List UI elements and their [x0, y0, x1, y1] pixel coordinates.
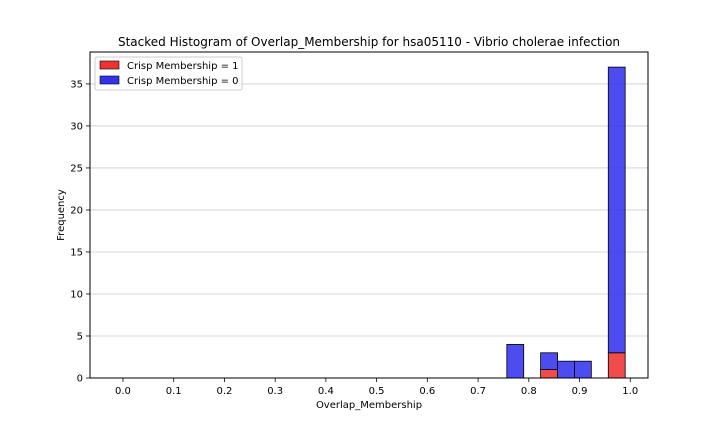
y-axis-ticks: 0 5 10 15 20 25 30 35	[70, 79, 90, 385]
x-tick-label: 0.8	[521, 386, 537, 397]
y-tick-label: 20	[70, 205, 83, 216]
y-tick-label: 25	[70, 163, 83, 174]
bar-crisp-0-bin-6	[607, 66, 626, 354]
grid-lines	[90, 83, 648, 337]
y-axis-label: Frequency	[56, 189, 67, 241]
bar-crisp-0-bin-0	[506, 343, 525, 379]
chart-title: Stacked Histogram of Overlap_Membership …	[118, 35, 620, 49]
plot-area-frame	[89, 51, 649, 379]
legend-swatch-crisp-0	[99, 75, 120, 85]
histogram-bars	[506, 66, 626, 379]
y-tick-label: 15	[70, 247, 83, 258]
bar-crisp-1-bin-6	[607, 352, 626, 379]
x-tick-label: 0.9	[572, 386, 588, 397]
legend: Crisp Membership = 1 Crisp Membership = …	[94, 56, 243, 91]
x-tick-label: 0.2	[216, 386, 232, 397]
x-tick-label: 0.4	[318, 386, 334, 397]
legend-frame	[94, 56, 243, 91]
x-axis-label: Overlap_Membership	[316, 400, 422, 411]
y-tick-label: 5	[77, 331, 83, 342]
x-tick-label: 0.6	[419, 386, 435, 397]
bar-crisp-1-bin-2	[540, 369, 558, 379]
x-tick-label: 0.0	[115, 386, 131, 397]
y-tick-label: 30	[70, 121, 83, 132]
x-axis-ticks: 0.0 0.1 0.2 0.3 0.4 0.5 0.6 0.7 0.8 0.9 1.0	[115, 378, 638, 397]
x-tick-label: 1.0	[622, 386, 638, 397]
bar-crisp-0-bin-3	[557, 360, 575, 379]
y-tick-label: 35	[70, 79, 83, 90]
legend-label-crisp-0: Crisp Membership = 0	[127, 76, 239, 87]
legend-label-crisp-1: Crisp Membership = 1	[127, 61, 239, 72]
y-tick-label: 0	[77, 374, 83, 385]
y-tick-label: 10	[70, 289, 83, 300]
x-tick-label: 0.7	[470, 386, 486, 397]
x-tick-label: 0.3	[267, 386, 283, 397]
bar-crisp-0-bin-2	[540, 352, 558, 370]
x-tick-label: 0.1	[166, 386, 182, 397]
legend-swatch-crisp-1	[99, 60, 120, 70]
bar-crisp-0-bin-4	[574, 360, 592, 379]
x-tick-label: 0.5	[369, 386, 385, 397]
